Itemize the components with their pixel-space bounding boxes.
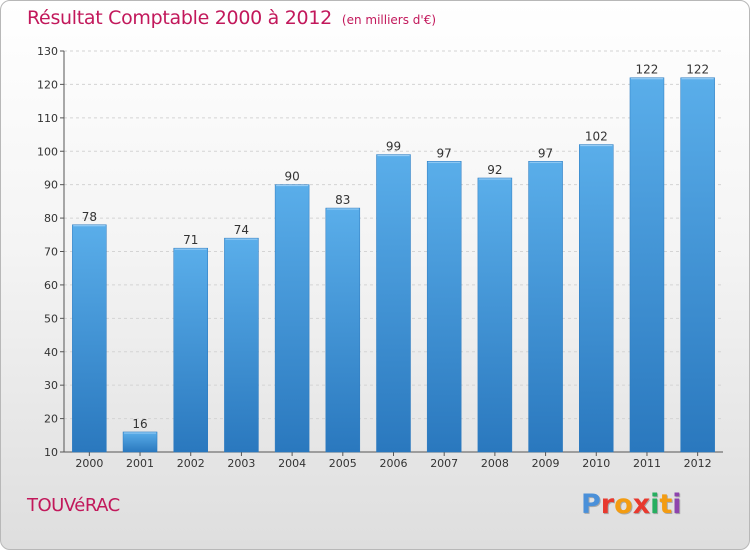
logo-letter: x xyxy=(632,489,651,520)
data-label: 102 xyxy=(585,130,608,144)
x-tick-label: 2007 xyxy=(430,457,458,470)
bar xyxy=(376,154,411,453)
bar xyxy=(224,237,259,453)
axes: 10 20 30 40 50 60 70 80 90 100 110 120 130 2000 2001 20… xyxy=(37,45,723,470)
y-tick-label: 110 xyxy=(37,112,58,125)
data-label: 92 xyxy=(487,163,502,177)
chart-title: Résultat Comptable 2000 à 2012 (en millie… xyxy=(27,7,436,29)
y-tick-label: 40 xyxy=(44,346,58,359)
data-label: 97 xyxy=(437,146,452,160)
data-label: 99 xyxy=(386,140,401,154)
y-tick-label: 120 xyxy=(37,78,58,91)
x-tick-label: 2010 xyxy=(582,457,610,470)
y-tick-label: 50 xyxy=(44,312,58,325)
y-tick-label: 90 xyxy=(44,179,58,192)
bar xyxy=(274,184,310,453)
bar xyxy=(173,247,208,453)
data-label: 83 xyxy=(335,193,350,207)
bar xyxy=(528,161,563,453)
y-tick-label: 100 xyxy=(37,145,58,158)
title-unit: (en milliers d'€) xyxy=(341,13,437,27)
y-tick-label: 20 xyxy=(44,413,58,426)
x-tick-label: 2012 xyxy=(684,457,712,470)
x-tick-label: 2009 xyxy=(532,457,560,470)
logo-letter: t xyxy=(659,489,673,520)
logo-letter: i xyxy=(650,489,660,520)
x-tick-label: 2000 xyxy=(75,457,103,470)
bar xyxy=(72,224,107,453)
y-tick-label: 70 xyxy=(44,246,58,259)
bar xyxy=(680,77,715,453)
y-tick-label: 30 xyxy=(44,379,58,392)
x-tick-label: 2011 xyxy=(633,457,661,470)
data-labels: 78 16 71 74 90 83 99 97 92 97 102 122 122 xyxy=(82,63,709,431)
logo-letter: i xyxy=(672,489,682,520)
x-tick-label: 2002 xyxy=(177,457,205,470)
proxiti-logo: Proxiti xyxy=(581,489,682,520)
bar xyxy=(426,161,462,453)
bar xyxy=(629,77,665,453)
bar xyxy=(579,144,614,453)
y-tick-label: 130 xyxy=(37,45,58,58)
title-main: Résultat Comptable 2000 à 2012 xyxy=(27,7,332,29)
data-label: 97 xyxy=(538,146,553,160)
x-tick-label: 2008 xyxy=(481,457,509,470)
data-label: 122 xyxy=(686,63,709,77)
data-label: 16 xyxy=(132,417,147,431)
bar xyxy=(325,207,361,453)
x-tick-label: 2005 xyxy=(329,457,357,470)
y-tick-label: 60 xyxy=(44,279,58,292)
commune-name: TOUVéRAC xyxy=(27,495,120,516)
y-tick-label: 10 xyxy=(44,446,58,459)
bar xyxy=(122,431,158,453)
x-tick-label: 2004 xyxy=(278,457,306,470)
data-label: 122 xyxy=(636,63,659,77)
data-label: 74 xyxy=(234,223,249,237)
x-tick-label: 2006 xyxy=(380,457,408,470)
data-label: 71 xyxy=(183,233,198,247)
logo-letter: P xyxy=(581,489,601,520)
x-tick-label: 2003 xyxy=(227,457,255,470)
bars xyxy=(72,77,715,453)
logo-letter: o xyxy=(614,489,633,520)
data-label: 90 xyxy=(284,170,299,184)
logo-letter: r xyxy=(600,489,615,520)
data-label: 78 xyxy=(82,210,97,224)
y-tick-label: 80 xyxy=(44,212,58,225)
bar xyxy=(477,177,513,453)
x-tick-label: 2001 xyxy=(126,457,154,470)
